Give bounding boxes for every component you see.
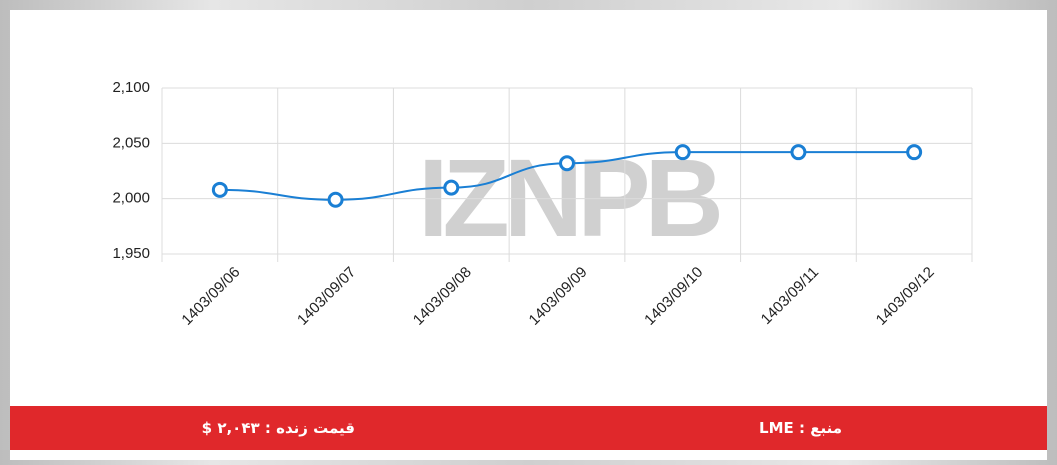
panel — [10, 10, 1047, 460]
y-tick-label: 2,100 — [112, 79, 150, 96]
x-tick-label: 1403/09/10 — [641, 264, 706, 329]
live-price: قیمت زنده : ۲,۰۴۳ $ — [201, 419, 355, 437]
x-tick-label: 1403/09/12 — [873, 264, 938, 329]
x-tick-label: 1403/09/06 — [178, 264, 243, 329]
y-tick-label: 2,050 — [112, 134, 150, 151]
point — [674, 144, 691, 161]
source: منبع : LME — [759, 419, 842, 437]
point — [443, 179, 460, 196]
x-tick-label: 1403/09/11 — [758, 264, 822, 328]
point — [790, 144, 807, 161]
footer-bar: قیمت زنده : ۲,۰۴۳ $ منبع : LME — [10, 406, 1047, 450]
x-tick-label: 1403/09/09 — [526, 264, 591, 329]
point — [559, 155, 575, 172]
point — [906, 144, 923, 161]
y-tick-label: 2,000 — [112, 190, 150, 207]
x-tick-label: 1403/09/08 — [410, 264, 475, 329]
point — [211, 181, 228, 198]
point — [327, 191, 344, 208]
y-tick-label: 1,950 — [112, 245, 150, 262]
x-tick-label: 1403/09/07 — [294, 264, 359, 329]
